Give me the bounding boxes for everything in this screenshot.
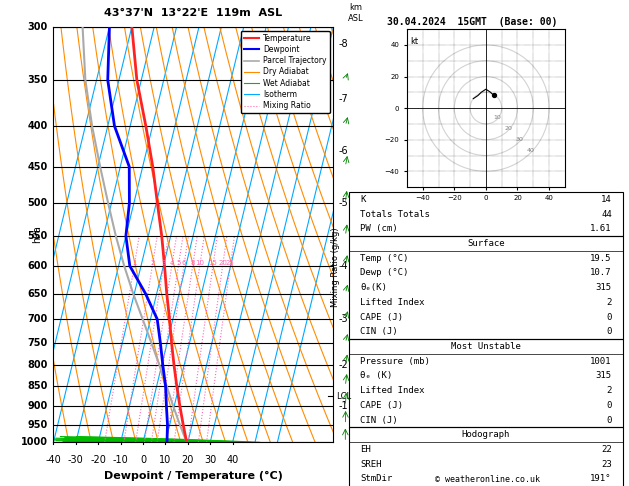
Text: -2: -2	[339, 360, 348, 370]
Text: 43°37'N  13°22'E  119m  ASL: 43°37'N 13°22'E 119m ASL	[104, 8, 282, 18]
Text: 0: 0	[606, 401, 612, 410]
Text: 315: 315	[596, 371, 612, 381]
Text: 3: 3	[161, 260, 166, 266]
Text: 1.61: 1.61	[590, 224, 612, 233]
Text: 15: 15	[208, 260, 218, 266]
Text: -20: -20	[91, 455, 106, 465]
Text: © weatheronline.co.uk: © weatheronline.co.uk	[435, 474, 540, 484]
Text: CIN (J): CIN (J)	[360, 416, 398, 425]
Text: 0: 0	[606, 416, 612, 425]
Text: 700: 700	[28, 314, 48, 324]
Text: 600: 600	[28, 261, 48, 271]
Text: -10: -10	[113, 455, 128, 465]
Text: 6: 6	[182, 260, 186, 266]
Text: SREH: SREH	[360, 460, 382, 469]
Text: 14: 14	[601, 195, 612, 204]
Text: -40: -40	[45, 455, 62, 465]
Text: 350: 350	[28, 75, 48, 85]
Point	[489, 91, 499, 100]
Text: CAPE (J): CAPE (J)	[360, 312, 403, 322]
Text: 30.04.2024  15GMT  (Base: 00): 30.04.2024 15GMT (Base: 00)	[387, 17, 557, 27]
Text: LCL: LCL	[336, 392, 351, 400]
Text: -6: -6	[339, 146, 348, 156]
Text: 900: 900	[28, 401, 48, 411]
Text: 8: 8	[191, 260, 195, 266]
Text: -3: -3	[339, 314, 348, 324]
Text: 30: 30	[515, 138, 523, 142]
Text: 1000: 1000	[21, 437, 48, 447]
Bar	[349, 339, 623, 427]
Bar	[349, 427, 623, 486]
Text: Temp (°C): Temp (°C)	[360, 254, 408, 263]
Text: 550: 550	[28, 231, 48, 241]
Text: 10.7: 10.7	[590, 268, 612, 278]
Text: K: K	[360, 195, 365, 204]
Text: PW (cm): PW (cm)	[360, 224, 398, 233]
Text: 20: 20	[218, 260, 227, 266]
Text: kt: kt	[410, 37, 418, 46]
Text: 40: 40	[226, 455, 239, 465]
Text: -1: -1	[339, 401, 348, 411]
Text: 40: 40	[526, 148, 534, 154]
Text: 950: 950	[28, 419, 48, 430]
Text: 0: 0	[140, 455, 146, 465]
Text: 30: 30	[204, 455, 216, 465]
Text: 400: 400	[28, 121, 48, 131]
Text: 2: 2	[606, 298, 612, 307]
Text: 10: 10	[159, 455, 172, 465]
Text: Most Unstable: Most Unstable	[451, 342, 521, 351]
Text: 850: 850	[28, 381, 48, 391]
Text: 2: 2	[150, 260, 155, 266]
Text: CIN (J): CIN (J)	[360, 327, 398, 336]
Text: Lifted Index: Lifted Index	[360, 298, 425, 307]
Text: km
ASL: km ASL	[348, 3, 364, 22]
Text: -30: -30	[68, 455, 84, 465]
Text: 300: 300	[28, 22, 48, 32]
Bar	[349, 192, 623, 236]
Text: 25: 25	[226, 260, 235, 266]
Text: 0: 0	[606, 327, 612, 336]
Text: CAPE (J): CAPE (J)	[360, 401, 403, 410]
Text: Pressure (mb): Pressure (mb)	[360, 357, 430, 365]
Text: Surface: Surface	[467, 239, 504, 248]
Text: -4: -4	[339, 261, 348, 271]
Text: Dewpoint / Temperature (°C): Dewpoint / Temperature (°C)	[104, 471, 283, 482]
Text: Totals Totals: Totals Totals	[360, 209, 430, 219]
Text: 5: 5	[176, 260, 181, 266]
Text: Dewp (°C): Dewp (°C)	[360, 268, 408, 278]
Legend: Temperature, Dewpoint, Parcel Trajectory, Dry Adiabat, Wet Adiabat, Isotherm, Mi: Temperature, Dewpoint, Parcel Trajectory…	[241, 31, 330, 113]
Text: 20: 20	[504, 126, 512, 131]
Text: 800: 800	[28, 360, 48, 370]
Text: Mixing Ratio (g/kg): Mixing Ratio (g/kg)	[331, 227, 340, 307]
Text: 20: 20	[182, 455, 194, 465]
Text: hPa: hPa	[31, 226, 42, 243]
Text: Lifted Index: Lifted Index	[360, 386, 425, 395]
Text: -8: -8	[339, 38, 348, 49]
Text: 1: 1	[132, 260, 136, 266]
Text: -5: -5	[339, 198, 348, 208]
Text: 4: 4	[170, 260, 174, 266]
Text: -7: -7	[339, 94, 348, 104]
Text: 2: 2	[606, 386, 612, 395]
Text: 500: 500	[28, 198, 48, 208]
Text: Hodograph: Hodograph	[462, 430, 510, 439]
Text: 10: 10	[493, 115, 501, 120]
Bar	[349, 236, 623, 339]
Text: 10: 10	[195, 260, 204, 266]
Text: 44: 44	[601, 209, 612, 219]
Text: 450: 450	[28, 162, 48, 172]
Text: 23: 23	[601, 460, 612, 469]
Text: 22: 22	[601, 445, 612, 454]
Text: 191°: 191°	[590, 474, 612, 484]
Text: 315: 315	[596, 283, 612, 292]
Text: θₑ (K): θₑ (K)	[360, 371, 392, 381]
Text: 650: 650	[28, 289, 48, 298]
Text: EH: EH	[360, 445, 370, 454]
Text: 0: 0	[606, 312, 612, 322]
Text: StmDir: StmDir	[360, 474, 392, 484]
Text: 750: 750	[28, 338, 48, 348]
Text: 1001: 1001	[590, 357, 612, 365]
Text: 19.5: 19.5	[590, 254, 612, 263]
Text: θₑ(K): θₑ(K)	[360, 283, 387, 292]
